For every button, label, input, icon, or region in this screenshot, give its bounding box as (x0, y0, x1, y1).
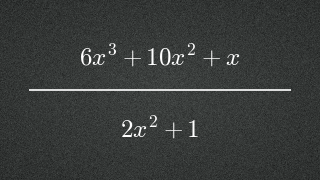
Text: $2x^2 + 1$: $2x^2 + 1$ (120, 116, 200, 143)
Text: $6x^3 + 10x^2 + x$: $6x^3 + 10x^2 + x$ (79, 44, 241, 71)
